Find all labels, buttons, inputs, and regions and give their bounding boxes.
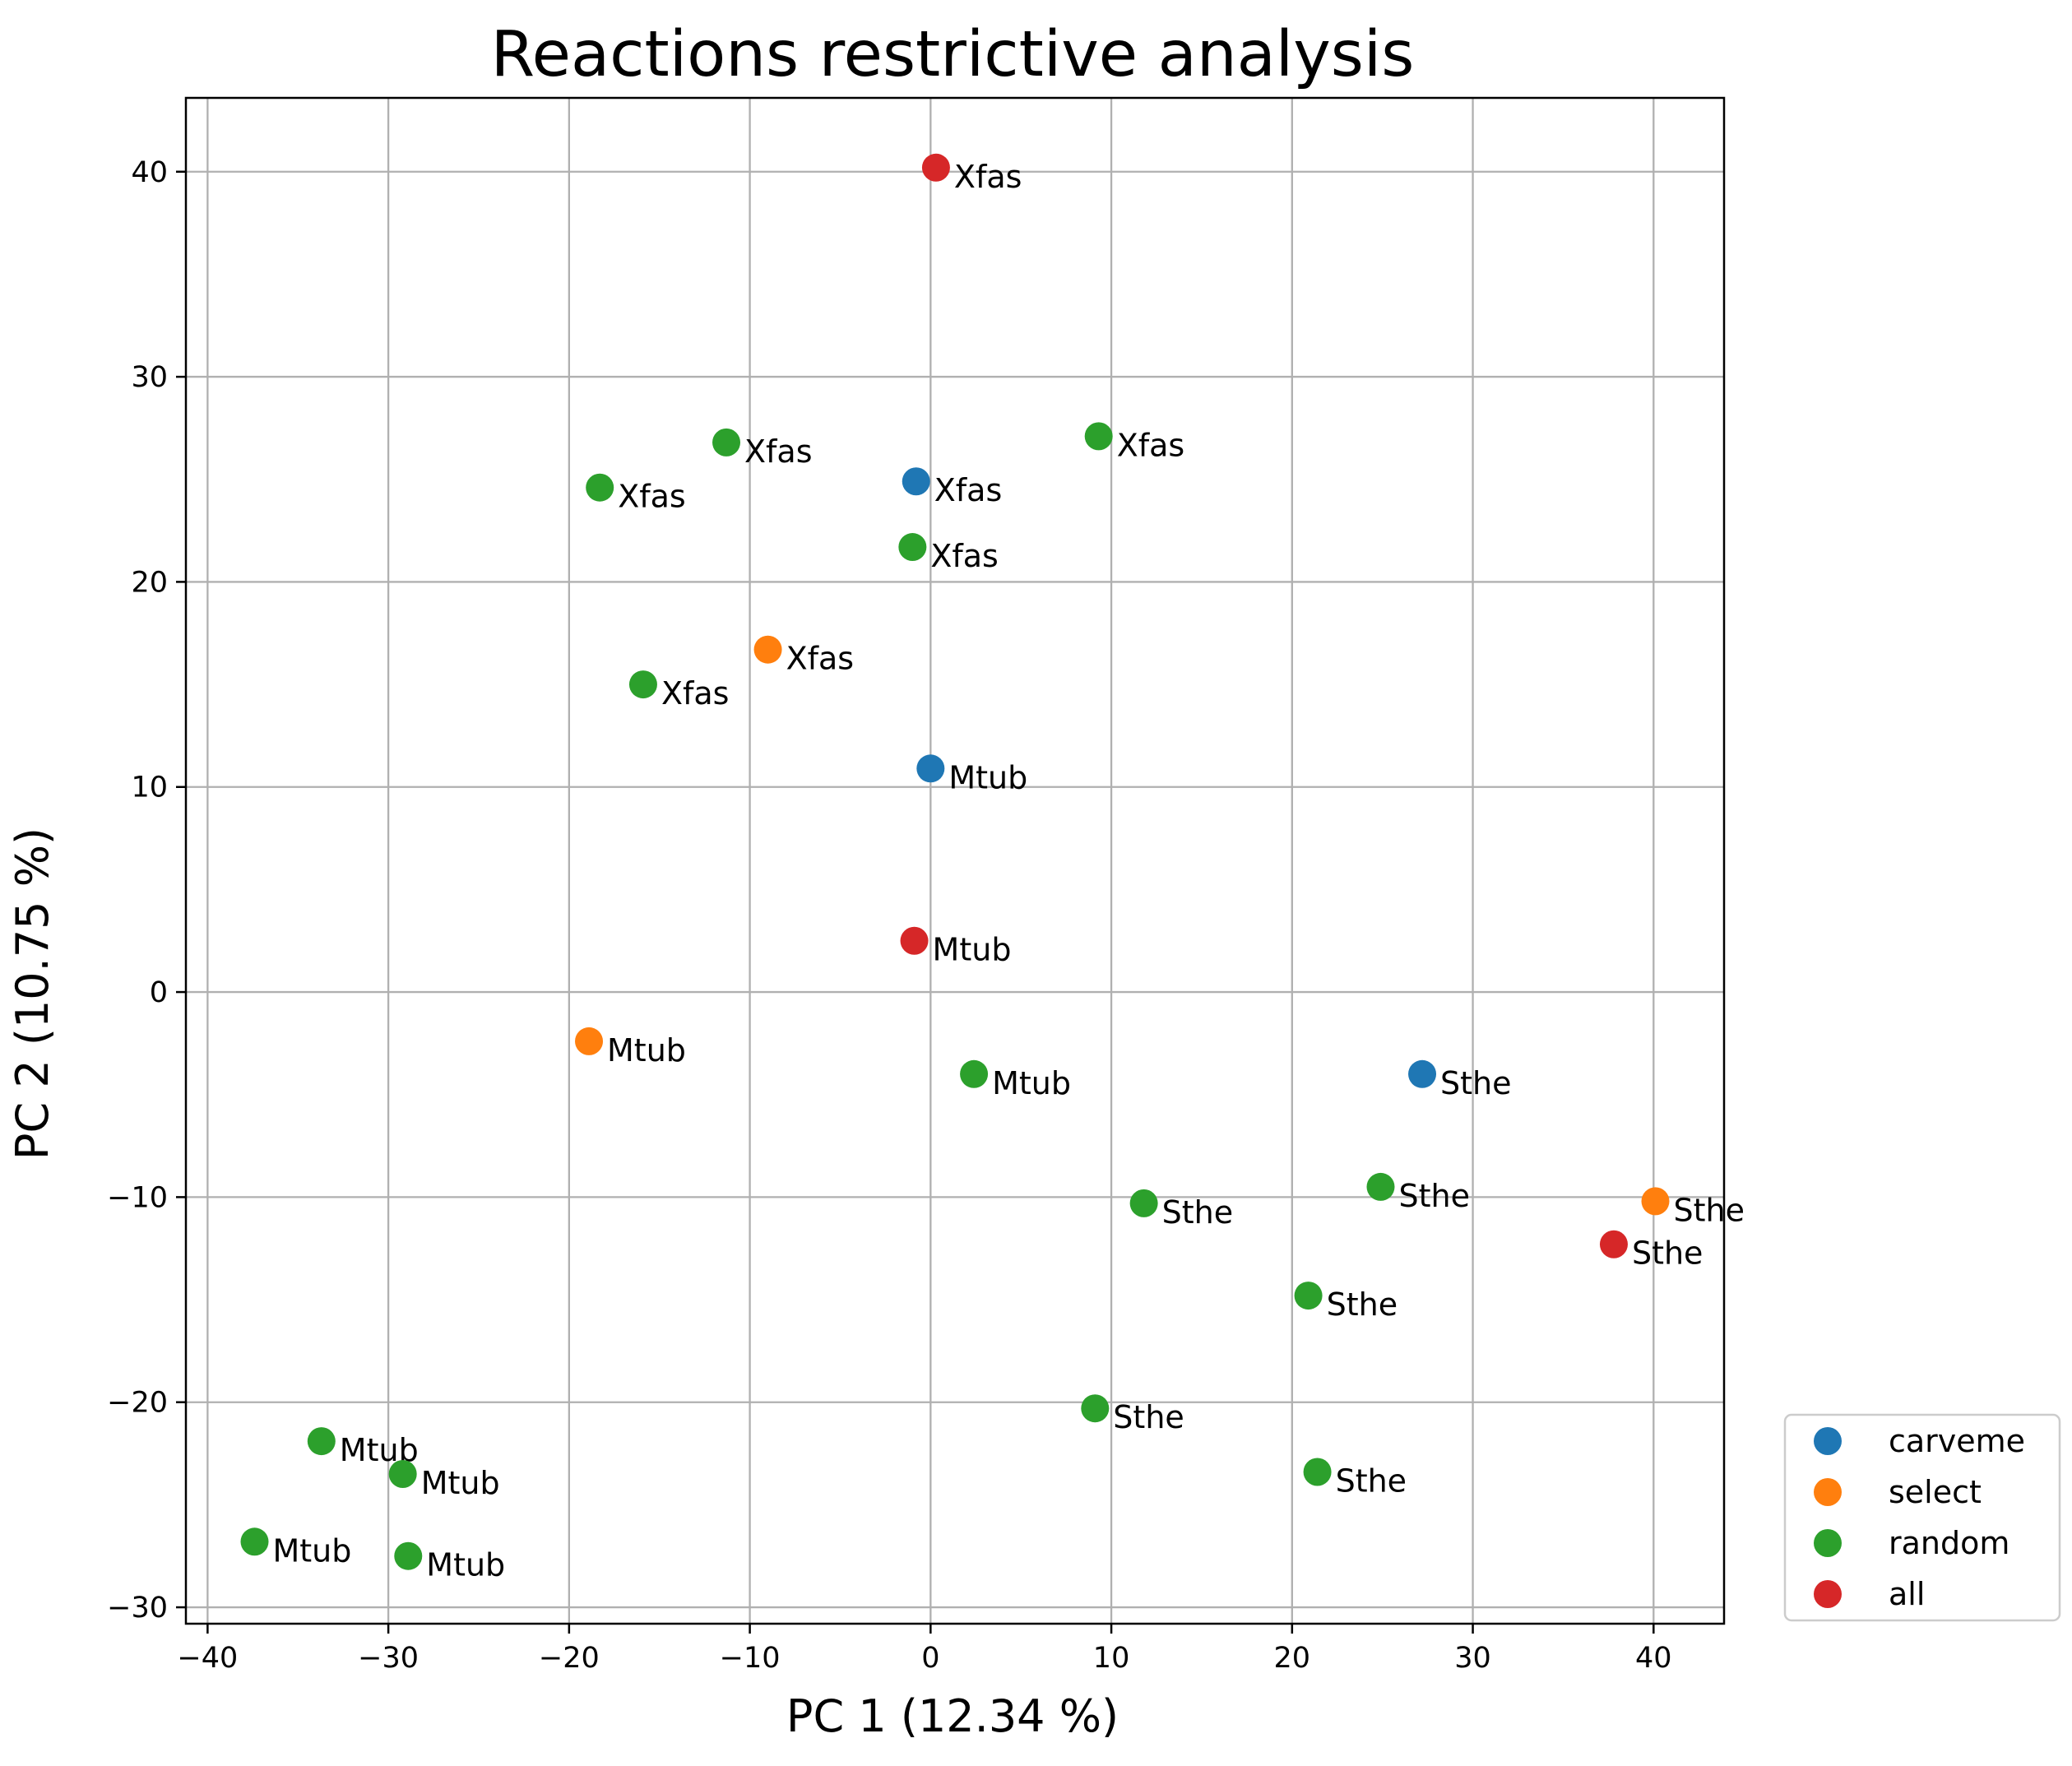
x-tick-label: 40	[1635, 1642, 1672, 1675]
point-label: Mtub	[607, 1032, 686, 1068]
data-point-random	[240, 1527, 269, 1556]
data-point-carveme	[902, 467, 930, 496]
point-label: Sthe	[1327, 1286, 1398, 1323]
data-point-random	[307, 1427, 336, 1456]
point-label: Xfas	[618, 479, 686, 515]
point-label: Sthe	[1673, 1192, 1744, 1228]
x-tick-label: 10	[1093, 1642, 1130, 1675]
point-label: Sthe	[1398, 1178, 1469, 1214]
data-point-random	[1366, 1172, 1395, 1201]
x-tick-label: −20	[539, 1642, 600, 1675]
point-label: Sthe	[1440, 1065, 1511, 1101]
y-tick-label: 40	[131, 156, 168, 189]
point-label: Xfas	[954, 159, 1022, 195]
point-label: Sthe	[1113, 1399, 1184, 1435]
data-point-random	[712, 428, 741, 457]
point-label: Sthe	[1336, 1462, 1407, 1499]
point-label: Xfas	[786, 641, 855, 677]
data-point-random	[1294, 1282, 1323, 1310]
point-label: Sthe	[1162, 1194, 1233, 1231]
point-label: Mtub	[933, 932, 1012, 968]
data-point-random	[388, 1459, 417, 1488]
data-points: Xfas Mtub Sthe Xfas Mtub Sthe Xfas Xfas Xfas Xfas…	[240, 153, 1745, 1583]
legend-label-carveme: carveme	[1889, 1423, 2025, 1459]
legend-label-random: random	[1889, 1525, 2009, 1561]
data-point-random	[628, 670, 657, 699]
legend-marker-all	[1814, 1580, 1842, 1608]
grid-lines	[186, 98, 1724, 1624]
data-point-random	[1129, 1189, 1158, 1217]
x-axis-label: PC 1 (12.34 %)	[786, 1690, 1119, 1742]
point-label: Xfas	[934, 472, 1003, 508]
data-point-carveme	[1408, 1059, 1437, 1088]
data-point-all	[1599, 1230, 1628, 1258]
legend: carveme select random all	[1783, 1413, 2061, 1622]
data-point-random	[586, 473, 614, 502]
plot-area-frame	[184, 96, 1726, 1625]
x-tick-label: −30	[358, 1642, 419, 1675]
legend-marker-random	[1814, 1529, 1842, 1557]
data-point-all	[900, 926, 929, 955]
point-label: Sthe	[1632, 1235, 1703, 1272]
y-tick-label: 20	[131, 566, 168, 599]
point-label: Xfas	[744, 433, 813, 470]
legend-label-select: select	[1889, 1474, 1982, 1510]
point-label: Xfas	[930, 538, 999, 574]
data-point-carveme	[916, 754, 945, 783]
x-tick-label: −10	[720, 1642, 781, 1675]
legend-marker-select	[1814, 1478, 1842, 1506]
x-tick-label: 30	[1454, 1642, 1491, 1675]
data-point-random	[1084, 422, 1113, 451]
point-label: Mtub	[421, 1465, 500, 1501]
x-tick-label: −40	[177, 1642, 238, 1675]
data-point-random	[1303, 1458, 1332, 1486]
data-point-random	[960, 1059, 989, 1088]
point-label: Xfas	[661, 675, 730, 711]
legend-frame	[1783, 1413, 2061, 1622]
data-point-all	[921, 153, 950, 182]
y-tick-label: 0	[150, 976, 168, 1009]
data-point-random	[898, 533, 927, 562]
axis-ticks: −40 −30 −20 −10 0 10 20 30 40 −30 −20 −10 0 10 20 30 40	[107, 156, 1671, 1675]
x-tick-label: 0	[921, 1642, 939, 1675]
y-tick-label: 10	[131, 772, 168, 804]
y-tick-label: −30	[107, 1592, 168, 1625]
y-tick-label: 30	[131, 361, 168, 394]
data-point-select	[575, 1027, 604, 1055]
y-tick-label: −20	[107, 1387, 168, 1420]
point-label: Mtub	[273, 1532, 352, 1569]
point-label: Mtub	[948, 759, 1027, 795]
data-point-random	[1081, 1394, 1110, 1423]
data-point-random	[394, 1541, 423, 1570]
point-label: Xfas	[1117, 427, 1185, 463]
point-label: Mtub	[426, 1547, 505, 1583]
y-tick-label: −10	[107, 1181, 168, 1214]
point-label: Mtub	[992, 1065, 1071, 1101]
chart-title: Reactions restrictive analysis	[491, 18, 1415, 91]
x-tick-label: 20	[1274, 1642, 1311, 1675]
legend-marker-carveme	[1814, 1427, 1842, 1455]
legend-label-all: all	[1889, 1576, 1925, 1612]
y-axis-label: PC 2 (10.75 %)	[7, 827, 58, 1160]
data-point-select	[753, 635, 782, 664]
data-point-select	[1641, 1187, 1670, 1216]
